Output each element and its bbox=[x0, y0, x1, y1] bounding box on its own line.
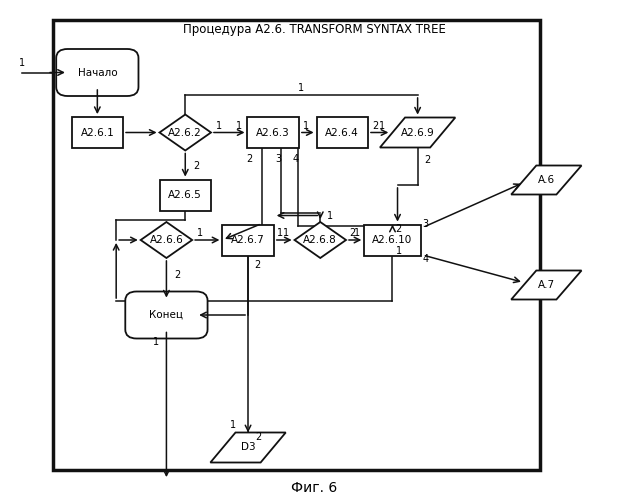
Text: А2.6.8: А2.6.8 bbox=[303, 235, 337, 245]
Text: А2.6.9: А2.6.9 bbox=[401, 128, 435, 138]
FancyBboxPatch shape bbox=[160, 180, 211, 210]
Text: А2.6.7: А2.6.7 bbox=[231, 235, 265, 245]
Text: 1: 1 bbox=[153, 337, 159, 347]
Polygon shape bbox=[295, 222, 346, 258]
Text: 1: 1 bbox=[283, 228, 290, 238]
FancyBboxPatch shape bbox=[53, 20, 540, 470]
Text: D3: D3 bbox=[241, 442, 256, 452]
Text: 2: 2 bbox=[349, 228, 355, 238]
Text: А.7: А.7 bbox=[538, 280, 555, 290]
Text: 1: 1 bbox=[236, 121, 242, 131]
FancyBboxPatch shape bbox=[364, 224, 421, 256]
Text: 1: 1 bbox=[298, 83, 305, 93]
Text: 1: 1 bbox=[230, 420, 236, 430]
FancyBboxPatch shape bbox=[72, 117, 123, 148]
FancyBboxPatch shape bbox=[317, 117, 368, 148]
Text: 3: 3 bbox=[275, 154, 281, 164]
Text: 4: 4 bbox=[293, 154, 299, 164]
Polygon shape bbox=[160, 114, 211, 150]
Text: 1: 1 bbox=[277, 228, 283, 238]
Text: А2.6.4: А2.6.4 bbox=[325, 128, 359, 138]
Text: 2: 2 bbox=[246, 154, 252, 164]
Text: 2: 2 bbox=[254, 260, 261, 270]
Text: 2: 2 bbox=[425, 155, 431, 165]
FancyBboxPatch shape bbox=[247, 117, 299, 148]
Text: 1: 1 bbox=[354, 228, 360, 238]
Text: 4: 4 bbox=[423, 254, 429, 264]
Polygon shape bbox=[511, 270, 582, 300]
Text: А2.6.10: А2.6.10 bbox=[372, 235, 413, 245]
Text: Конец: Конец bbox=[149, 310, 183, 320]
Polygon shape bbox=[380, 118, 455, 148]
Text: А2.6.6: А2.6.6 bbox=[149, 235, 183, 245]
Polygon shape bbox=[210, 432, 286, 462]
Text: А2.6.2: А2.6.2 bbox=[168, 128, 202, 138]
Text: А2.6.5: А2.6.5 bbox=[168, 190, 202, 200]
Text: 2: 2 bbox=[175, 270, 181, 280]
Text: 1: 1 bbox=[216, 121, 222, 131]
Text: 2: 2 bbox=[193, 160, 200, 170]
FancyBboxPatch shape bbox=[56, 49, 138, 96]
Text: 2: 2 bbox=[396, 224, 402, 234]
Text: 2: 2 bbox=[255, 432, 261, 442]
Polygon shape bbox=[511, 166, 582, 194]
Polygon shape bbox=[141, 222, 192, 258]
Text: 2: 2 bbox=[372, 121, 379, 131]
FancyBboxPatch shape bbox=[222, 224, 274, 256]
Text: Начало: Начало bbox=[77, 68, 117, 78]
Text: 1: 1 bbox=[396, 246, 402, 256]
Text: Процедура А2.6. TRANSFORM SYNTAX TREE: Процедура А2.6. TRANSFORM SYNTAX TREE bbox=[183, 24, 445, 36]
Text: А2.6.1: А2.6.1 bbox=[80, 128, 114, 138]
Text: 1: 1 bbox=[303, 121, 310, 131]
Text: А.6: А.6 bbox=[538, 175, 555, 185]
Text: А2.6.3: А2.6.3 bbox=[256, 128, 290, 138]
Text: 1: 1 bbox=[327, 211, 333, 221]
Text: 3: 3 bbox=[423, 219, 429, 229]
Text: 1: 1 bbox=[379, 121, 386, 131]
Text: Фиг. 6: Фиг. 6 bbox=[291, 480, 337, 494]
Text: 1: 1 bbox=[197, 228, 203, 238]
FancyBboxPatch shape bbox=[126, 292, 207, 339]
Text: 1: 1 bbox=[19, 58, 25, 68]
